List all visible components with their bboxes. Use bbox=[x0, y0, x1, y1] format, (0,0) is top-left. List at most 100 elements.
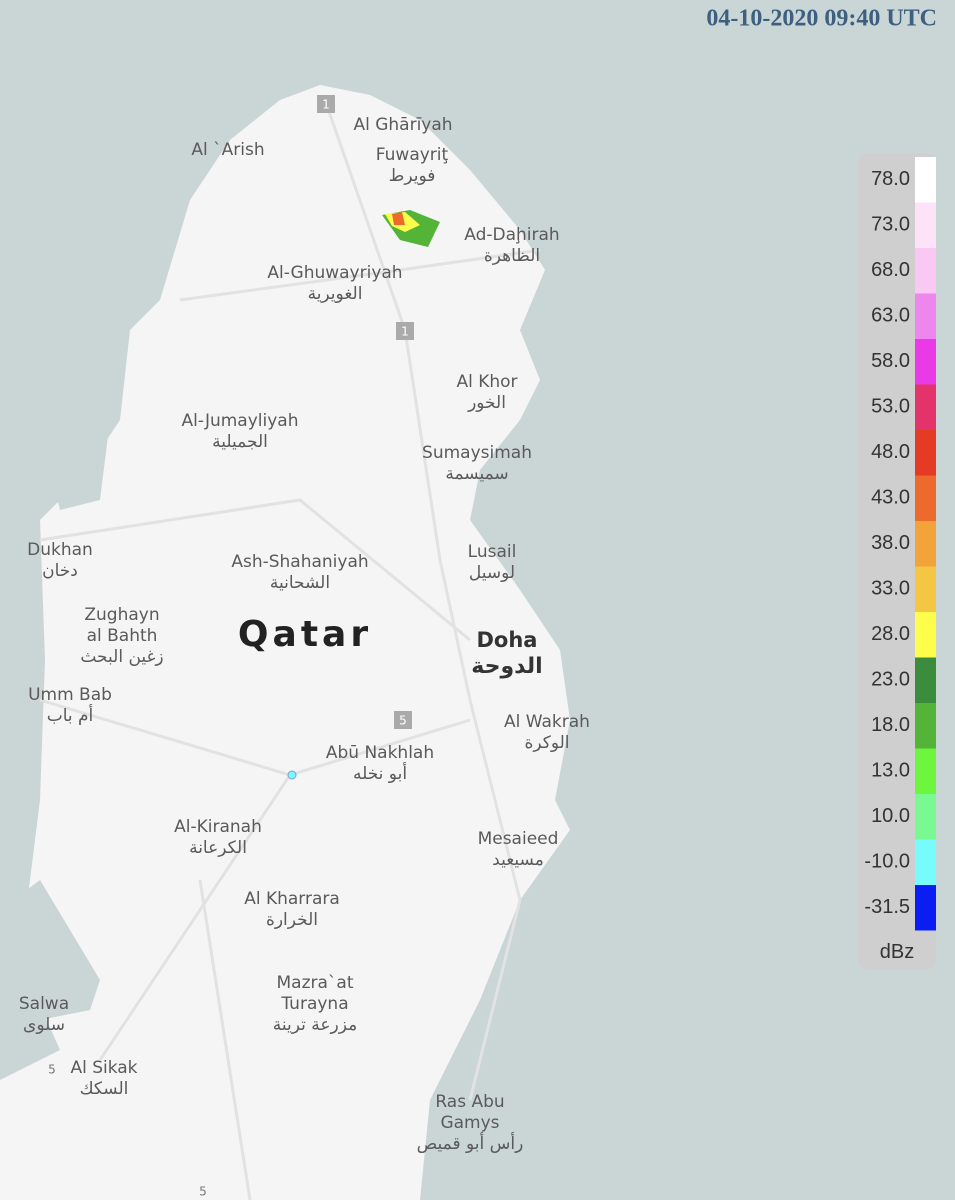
place-label: زغين البحث bbox=[80, 647, 163, 667]
place-label: Umm Bab bbox=[28, 685, 112, 705]
place-label: Sumaysimah bbox=[422, 443, 532, 463]
place-label: Al Ghārīyah bbox=[353, 115, 452, 135]
place-label: الجميلية bbox=[212, 432, 268, 452]
place-label: مزرعة ترينة bbox=[273, 1015, 357, 1035]
place-label: مسيعيد bbox=[492, 850, 544, 870]
road-shield-label: 1 bbox=[401, 325, 409, 339]
legend-label: 13.0 bbox=[871, 760, 910, 782]
legend-label: 78.0 bbox=[871, 168, 910, 190]
legend-label: 58.0 bbox=[871, 350, 910, 372]
legend-swatch bbox=[915, 885, 936, 931]
legend-label: -10.0 bbox=[864, 851, 910, 873]
place-label: الخرارة bbox=[266, 910, 318, 930]
legend-swatch bbox=[915, 339, 936, 385]
place-label: سلوى bbox=[23, 1015, 65, 1035]
place-label: Gamys bbox=[440, 1113, 499, 1133]
place-label: فويرط bbox=[389, 166, 436, 186]
place-label: Ad-Daḩirah bbox=[464, 225, 559, 245]
place-label: لوسيل bbox=[469, 563, 515, 583]
legend-unit: dBz bbox=[880, 941, 914, 963]
legend-label: 33.0 bbox=[871, 578, 910, 600]
legend-label: 28.0 bbox=[871, 623, 910, 645]
road bbox=[179, 248, 541, 302]
legend-label: 23.0 bbox=[871, 669, 910, 691]
place-label: Abū Nakhlah bbox=[326, 743, 434, 763]
place-label: Turayna bbox=[280, 994, 348, 1014]
legend-swatch bbox=[915, 430, 936, 476]
capital-label: الدوحة bbox=[471, 654, 542, 679]
road-shield bbox=[394, 711, 412, 729]
place-label: Mesaieed bbox=[478, 829, 559, 849]
legend-swatch bbox=[915, 703, 936, 749]
legend-swatch bbox=[915, 293, 936, 339]
place-label: Al-Kiranah bbox=[174, 817, 262, 837]
legend-swatch bbox=[915, 157, 936, 203]
legend-swatch bbox=[915, 475, 936, 521]
legend-label: 63.0 bbox=[871, 305, 910, 327]
country-label: Qatar bbox=[238, 614, 372, 655]
place-label: Al-Jumayliyah bbox=[182, 411, 299, 431]
legend-label: 48.0 bbox=[871, 441, 910, 463]
place-label: رأس أبو قميص bbox=[417, 1132, 524, 1154]
legend-label: 43.0 bbox=[871, 487, 910, 509]
legend-label: 73.0 bbox=[871, 214, 910, 236]
legend-swatch bbox=[915, 839, 936, 885]
timestamp: 04-10-2020 09:40 UTC bbox=[706, 6, 937, 32]
legend-label: 53.0 bbox=[871, 396, 910, 418]
road-number: 5 bbox=[48, 1063, 56, 1077]
road bbox=[98, 774, 292, 1061]
place-label: سميسمة bbox=[445, 464, 508, 484]
legend-label: 18.0 bbox=[871, 714, 910, 736]
radar-echo bbox=[287, 210, 440, 780]
salwa-bay bbox=[0, 880, 100, 1020]
legend-swatch bbox=[915, 748, 936, 794]
place-label: Mazra`at bbox=[277, 973, 354, 993]
place-label: الغويرية bbox=[308, 284, 363, 304]
legend-swatch bbox=[915, 521, 936, 567]
place-label: أبو نخله bbox=[353, 762, 407, 784]
place-label: Dukhan bbox=[27, 540, 93, 560]
road-shield bbox=[396, 322, 414, 340]
echo bbox=[392, 212, 405, 225]
road-shield-label: 1 bbox=[322, 98, 330, 112]
legend-swatch bbox=[915, 202, 936, 248]
legend-label: 10.0 bbox=[871, 805, 910, 827]
legend-swatch bbox=[915, 566, 936, 612]
legend-label: 68.0 bbox=[871, 259, 910, 281]
road-shield-label: 5 bbox=[399, 714, 407, 728]
legend-label: -31.5 bbox=[864, 896, 910, 918]
legend-swatch bbox=[915, 612, 936, 658]
road-shield bbox=[317, 95, 335, 113]
legend-swatch bbox=[915, 657, 936, 703]
place-label: Al Kharrara bbox=[244, 889, 340, 909]
place-label: Al `Arish bbox=[191, 140, 264, 160]
place-label: الوكرة bbox=[524, 733, 569, 753]
road bbox=[323, 99, 522, 1101]
place-label: Fuwayriţ bbox=[376, 145, 449, 165]
place-label: دخان bbox=[42, 561, 78, 581]
echo bbox=[287, 770, 297, 780]
place-label: Al Wakrah bbox=[504, 712, 590, 732]
place-label: Ash-Shahaniyah bbox=[231, 552, 368, 572]
legend-swatch bbox=[915, 384, 936, 430]
place-label: الخور bbox=[467, 393, 506, 413]
place-label: الشحانية bbox=[270, 573, 330, 593]
place-label: Salwa bbox=[19, 994, 69, 1014]
place-label: أم باب bbox=[47, 704, 94, 726]
place-label: al Bahth bbox=[87, 626, 158, 646]
place-label: Ras Abu bbox=[435, 1092, 504, 1112]
land bbox=[0, 85, 570, 1200]
place-label: السكك bbox=[80, 1079, 129, 1099]
place-label: Al Khor bbox=[456, 372, 517, 392]
place-label: Lusail bbox=[468, 542, 517, 562]
legend-swatch bbox=[915, 794, 936, 840]
west-coast-inlet bbox=[40, 350, 110, 510]
road bbox=[39, 498, 471, 642]
place-label: الكرعانة bbox=[189, 838, 247, 858]
road bbox=[198, 879, 252, 1200]
legend-label: 38.0 bbox=[871, 532, 910, 554]
place-label: Zughayn bbox=[84, 605, 159, 625]
